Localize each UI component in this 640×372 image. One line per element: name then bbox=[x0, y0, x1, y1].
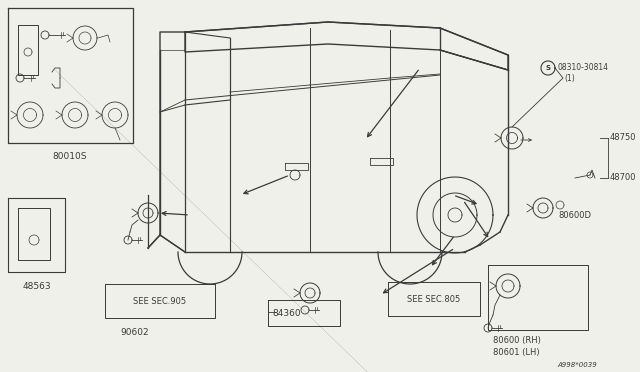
Text: A998*0039: A998*0039 bbox=[557, 362, 597, 368]
Text: 84360: 84360 bbox=[272, 308, 301, 317]
Text: 48700: 48700 bbox=[610, 173, 637, 183]
Text: SEE SEC.805: SEE SEC.805 bbox=[408, 295, 461, 305]
Text: 90602: 90602 bbox=[120, 328, 148, 337]
Text: 80010S: 80010S bbox=[52, 152, 87, 161]
Text: 48750: 48750 bbox=[610, 134, 637, 142]
Text: 80601 (LH): 80601 (LH) bbox=[493, 347, 540, 356]
Text: (1): (1) bbox=[564, 74, 575, 83]
Text: S: S bbox=[545, 65, 550, 71]
Text: 08310-30814: 08310-30814 bbox=[557, 64, 608, 73]
Text: 48563: 48563 bbox=[22, 282, 51, 291]
Text: 80600 (RH): 80600 (RH) bbox=[493, 336, 541, 344]
Text: SEE SEC.905: SEE SEC.905 bbox=[133, 298, 187, 307]
Text: 80600D: 80600D bbox=[558, 211, 591, 219]
